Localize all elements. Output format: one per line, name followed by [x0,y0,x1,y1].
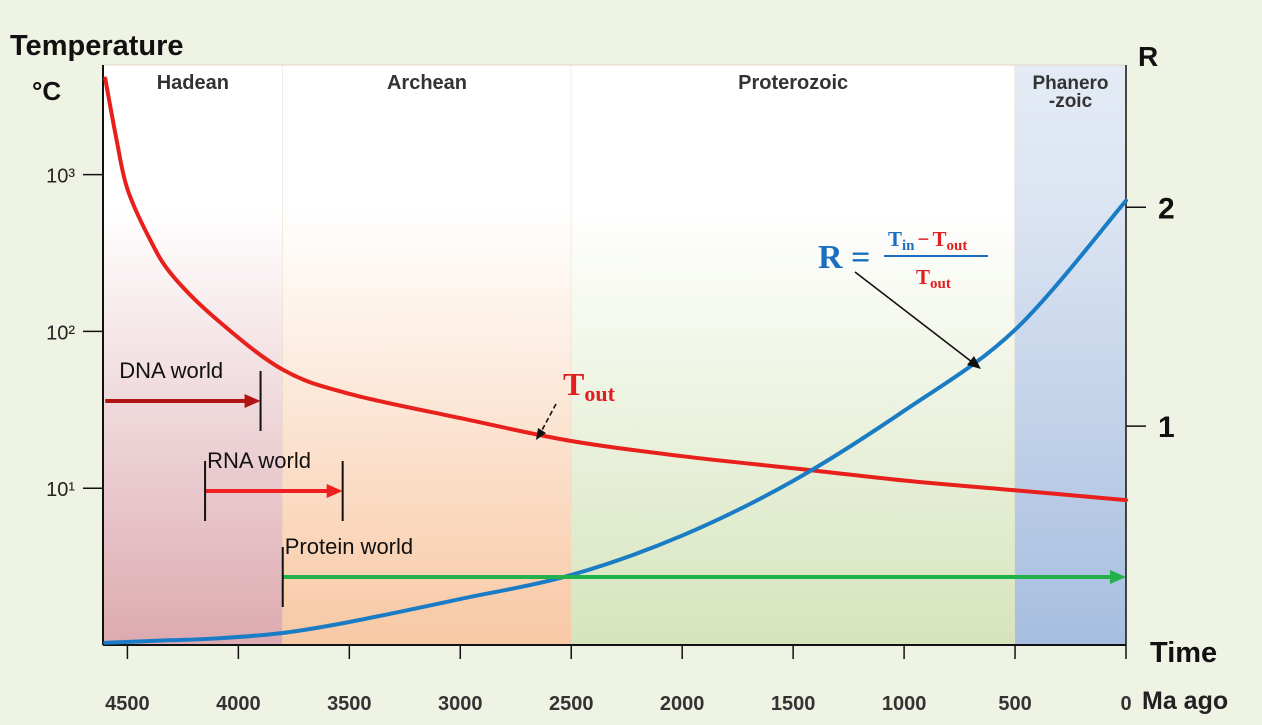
den-t: T [916,265,930,289]
y-tick-label: 10² [46,322,75,344]
era-band [571,65,1016,645]
r-formula-numerator: Tin − Tout [888,227,967,254]
era-label: Phanero [1033,73,1109,94]
era-label: Proterozoic [738,72,848,94]
num-op: − [918,227,930,251]
era-band [103,65,283,645]
tout-pointer-head [536,428,546,440]
period-label: DNA world [119,358,223,383]
x-tick-label: 2000 [660,693,705,715]
period-label: Protein world [285,534,413,559]
y2-tick-label: 1 [1158,411,1175,444]
num-s1: in [902,238,915,254]
curves [103,76,1128,645]
x-tick-label: 0 [1120,693,1131,715]
x-tick-label: 4500 [105,693,150,715]
y2-tick-label: 2 [1158,192,1175,225]
x-tick-label: 4000 [216,693,261,715]
num-t2: T [933,227,947,251]
num-t1: T [888,227,902,251]
den-s: out [930,276,951,292]
y2-axis-label: R [1138,41,1158,72]
series-line [103,76,1128,503]
y-axis-unit: °C [32,76,61,106]
period: RNA world [204,448,344,521]
y-tick-label: 10¹ [46,479,75,501]
eras: Hadean Archean Proterozoic Phanero-zoic [103,64,1127,645]
num-s2: out [947,238,968,254]
tout-main: T [563,366,584,402]
y-axis-label: Temperature [10,30,184,62]
r-pointer-head [967,356,981,369]
series-line [103,198,1128,645]
period: DNA world [105,358,262,431]
r-pointer [854,271,973,363]
r-formula-denominator: Tout [916,265,951,292]
x-tick-label: 3000 [438,693,483,715]
period-label: RNA world [207,448,311,473]
axes: 4500 4000 3500 3000 2500 2000 1500 1000 500 0 10¹ 1… [46,65,1175,715]
period: Protein world [281,534,1126,607]
x-axis-label: Time [1150,637,1217,669]
x-tick-label: 1500 [771,693,816,715]
era-band [282,65,572,645]
era-label: Archean [387,72,467,94]
periods: DNA world RNA world Protein world [105,358,1126,607]
x-tick-label: 2500 [549,693,594,715]
period-arrowhead [1110,570,1126,584]
period-arrowhead [244,394,261,408]
x-tick-label: 500 [998,693,1031,715]
r-formula-lhs: R = [818,239,870,276]
x-tick-label: 1000 [882,693,927,715]
period-arrowhead [326,484,343,498]
tout-annotation: Tout [563,366,616,406]
x-axis-unit: Ma ago [1142,687,1228,715]
era-label: Hadean [157,72,229,94]
tout-sub: out [584,381,615,406]
era-label: -zoic [1049,91,1093,112]
tout-pointer [540,403,557,433]
y-tick-label: 10³ [46,166,75,188]
x-tick-label: 3500 [327,693,372,715]
era-band [1015,65,1126,645]
